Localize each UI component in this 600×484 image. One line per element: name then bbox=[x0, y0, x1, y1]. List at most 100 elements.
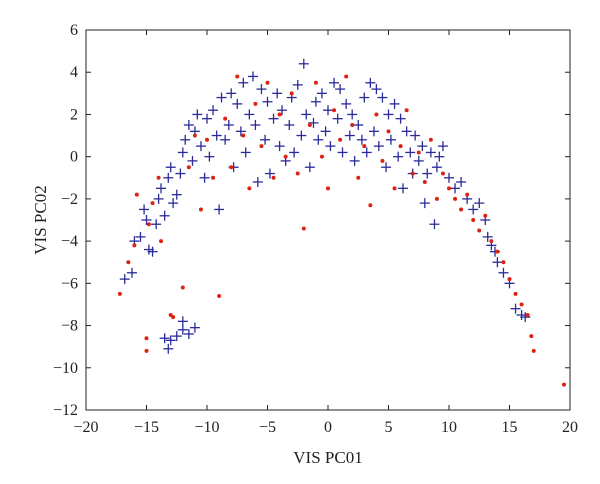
plus-point bbox=[208, 105, 219, 116]
plus-point bbox=[410, 130, 421, 141]
plus-point bbox=[199, 172, 210, 183]
x-tick-label: 0 bbox=[324, 419, 332, 436]
plus-point bbox=[284, 120, 295, 130]
plus-point bbox=[301, 109, 312, 120]
dot-point bbox=[156, 175, 161, 180]
plus-point bbox=[192, 109, 203, 120]
plus-point bbox=[183, 120, 194, 130]
dot-point bbox=[259, 144, 264, 149]
dot-point bbox=[313, 80, 318, 85]
dot-point bbox=[428, 137, 433, 142]
plus-point bbox=[204, 151, 215, 162]
plus-point bbox=[238, 77, 249, 88]
plus-point bbox=[153, 193, 164, 204]
plus-point bbox=[223, 120, 234, 130]
dot-point bbox=[205, 137, 209, 142]
y-tick-label: −8 bbox=[61, 318, 78, 335]
plus-point bbox=[320, 126, 331, 137]
dot-point bbox=[434, 196, 439, 201]
plus-point bbox=[329, 77, 340, 88]
dot-point bbox=[453, 196, 458, 201]
plus-point bbox=[422, 168, 433, 179]
dot-point bbox=[392, 186, 397, 191]
plus-point bbox=[256, 84, 267, 95]
x-tick-label: 5 bbox=[385, 419, 393, 436]
plus-point bbox=[232, 98, 243, 109]
dot-point bbox=[307, 123, 312, 127]
plus-point bbox=[177, 324, 188, 335]
dot-point bbox=[483, 213, 488, 218]
plus-point bbox=[474, 198, 485, 209]
dot-point bbox=[398, 144, 403, 149]
dot-point bbox=[171, 315, 176, 320]
plus-point bbox=[393, 151, 404, 162]
dot-point bbox=[253, 101, 258, 106]
dot-point bbox=[159, 239, 164, 244]
y-tick-label: 2 bbox=[70, 106, 78, 123]
plus-point bbox=[373, 141, 384, 152]
plus-point bbox=[135, 231, 146, 242]
plus-point bbox=[510, 303, 521, 314]
dot-point bbox=[459, 207, 464, 212]
plus-point bbox=[119, 274, 130, 285]
plus-point bbox=[304, 162, 315, 173]
plus-point bbox=[165, 335, 176, 346]
plus-point bbox=[195, 141, 206, 152]
plus-point bbox=[456, 177, 467, 187]
dot-point bbox=[531, 348, 536, 353]
dot-point bbox=[146, 222, 151, 227]
dot-point bbox=[217, 294, 222, 298]
plus-point bbox=[310, 96, 321, 107]
y-axis-label: VIS PC02 bbox=[31, 185, 50, 254]
dot-point bbox=[519, 302, 524, 307]
plus-point bbox=[214, 204, 225, 215]
dot-point bbox=[235, 74, 240, 79]
plus-point bbox=[247, 71, 258, 82]
x-tick-label: −10 bbox=[194, 419, 219, 436]
plus-point bbox=[151, 219, 162, 230]
dot-point bbox=[247, 186, 252, 191]
plus-point bbox=[277, 105, 288, 116]
plus-point bbox=[381, 162, 392, 173]
dot-point bbox=[489, 239, 494, 244]
plus-point bbox=[323, 105, 333, 116]
plus-point bbox=[444, 172, 454, 183]
plus-point bbox=[356, 134, 367, 145]
plus-point bbox=[289, 147, 300, 158]
dot-point bbox=[447, 186, 451, 191]
dot-point bbox=[326, 186, 330, 191]
dot-point bbox=[465, 192, 470, 197]
plus-point bbox=[163, 343, 174, 354]
plus-point bbox=[235, 126, 246, 137]
y-tick-label: −10 bbox=[53, 360, 78, 377]
dot-point bbox=[410, 171, 415, 176]
plus-point bbox=[398, 183, 409, 194]
dot-point bbox=[144, 336, 149, 341]
plus-point bbox=[183, 329, 194, 339]
plot-frame bbox=[85, 29, 571, 411]
plus-point bbox=[187, 155, 198, 166]
plus-point bbox=[431, 162, 442, 173]
plus-point bbox=[163, 172, 174, 183]
dot-point bbox=[440, 171, 445, 176]
plus-point bbox=[520, 312, 531, 323]
x-tick-label: −20 bbox=[73, 419, 98, 436]
plus-point bbox=[349, 155, 360, 166]
dot-point bbox=[117, 291, 122, 296]
plus-point bbox=[141, 215, 152, 225]
dot-point bbox=[289, 91, 294, 96]
plus-point bbox=[298, 58, 309, 69]
plus-point bbox=[347, 109, 358, 120]
dot-point bbox=[380, 158, 385, 163]
dot-point bbox=[350, 123, 355, 127]
data-points bbox=[117, 58, 566, 387]
plus-point bbox=[226, 88, 237, 99]
dot-point bbox=[356, 175, 361, 180]
y-tick-label: 4 bbox=[70, 64, 78, 81]
plus-point bbox=[332, 113, 343, 124]
plus-point bbox=[159, 333, 170, 344]
plus-point bbox=[216, 92, 227, 103]
dot-point bbox=[192, 133, 197, 138]
plus-point bbox=[413, 155, 424, 166]
